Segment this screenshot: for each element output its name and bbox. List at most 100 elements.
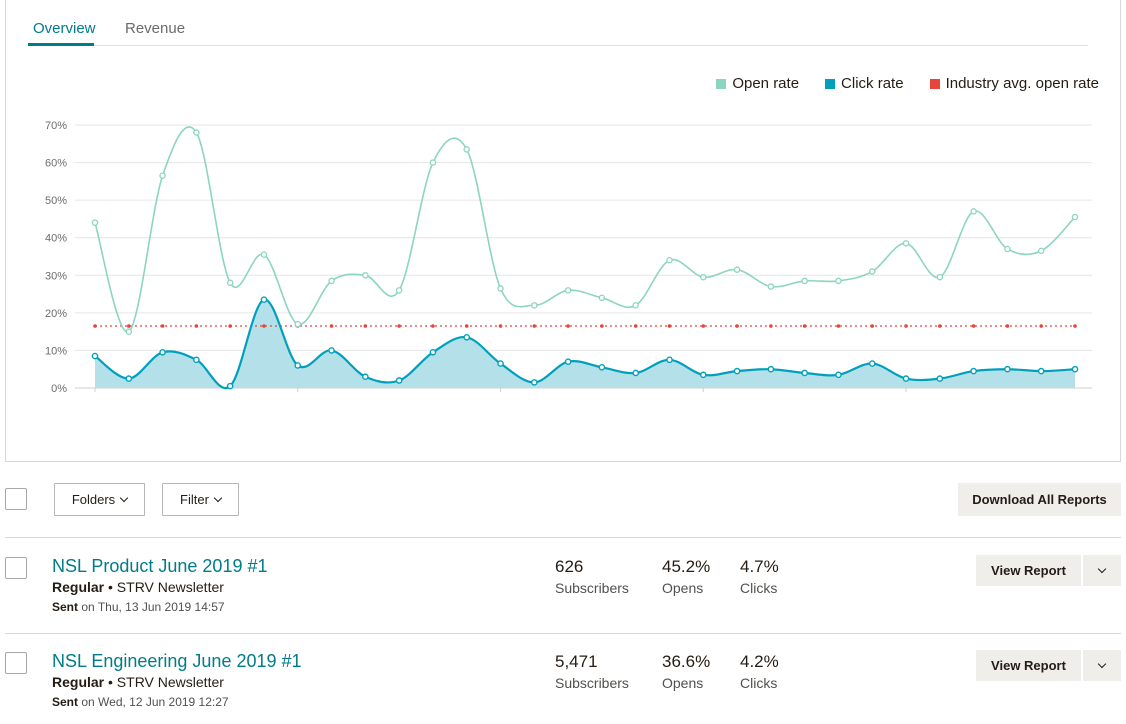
click-rate-point	[936, 375, 944, 382]
opens-label: Opens	[662, 675, 704, 691]
campaign-list: • STRV Newsletter	[104, 674, 224, 690]
campaign-sent-info: Sent on Wed, 12 Jun 2019 12:27	[52, 695, 229, 709]
legend-click-rate[interactable]: Click rate	[825, 75, 904, 92]
sent-label: Sent	[52, 695, 79, 709]
open-rate-point	[463, 146, 470, 153]
industry-avg-point	[1039, 324, 1044, 328]
campaign-title-link[interactable]: NSL Product June 2019 #1	[52, 556, 268, 576]
open-rate-point	[531, 302, 538, 309]
open-rate-point	[260, 251, 268, 258]
click-rate-point	[159, 349, 166, 356]
clicks-label: Clicks	[740, 675, 778, 691]
click-rate-point	[733, 367, 741, 375]
opens-value: 45.2%	[662, 557, 711, 576]
industry-avg-point	[802, 324, 807, 328]
open-rate-point	[632, 302, 639, 309]
row-divider	[5, 537, 1121, 538]
subscribers-stat: 5,471 Subscribers	[555, 652, 629, 691]
open-rate-point	[902, 240, 910, 247]
sent-label: Sent	[52, 600, 79, 614]
industry-avg-point	[1073, 324, 1077, 328]
campaign-type-label: Regular	[52, 579, 105, 595]
opens-stat: 36.6% Opens	[662, 652, 710, 691]
open-rate-point	[125, 328, 133, 335]
open-rate-point	[159, 172, 166, 179]
industry-avg-point	[769, 324, 773, 328]
industry-avg-point	[971, 324, 976, 328]
view-report-button[interactable]: View Report	[976, 555, 1081, 586]
open-rate-point	[328, 277, 335, 285]
industry-avg-point	[904, 324, 908, 328]
industry-avg-point	[464, 324, 469, 328]
campaign-sent-info: Sent on Thu, 13 Jun 2019 14:57	[52, 600, 225, 614]
folders-dropdown[interactable]: Folders	[54, 483, 145, 516]
industry-avg-point	[600, 324, 604, 328]
select-all-checkbox[interactable]	[5, 488, 27, 510]
industry-avg-point	[566, 324, 570, 328]
filter-label: Filter	[180, 492, 209, 507]
click-rate-point	[666, 356, 673, 364]
click-rate-point	[835, 371, 842, 379]
click-rate-point	[91, 352, 99, 360]
legend-open-rate[interactable]: Open rate	[716, 75, 799, 92]
industry-avg-point	[329, 324, 334, 328]
tab-overview[interactable]: Overview	[33, 20, 96, 37]
report-actions-dropdown[interactable]	[1083, 650, 1121, 681]
view-report-button[interactable]: View Report	[976, 650, 1081, 681]
campaign-title-link[interactable]: NSL Engineering June 2019 #1	[52, 651, 302, 671]
open-rate-point	[193, 129, 200, 136]
tab-revenue[interactable]: Revenue	[125, 20, 186, 37]
y-tick-label: 60%	[45, 158, 67, 170]
industry-avg-point	[633, 324, 638, 328]
click-rate-point	[260, 296, 268, 304]
y-tick-label: 20%	[45, 308, 67, 320]
subscribers-label: Subscribers	[555, 675, 629, 691]
click-rate-point	[531, 379, 538, 386]
clicks-value: 4.7%	[740, 557, 779, 576]
report-actions-dropdown[interactable]	[1083, 555, 1121, 586]
industry-avg-point	[667, 324, 672, 328]
campaign-checkbox[interactable]	[5, 652, 27, 674]
industry-avg-point	[938, 324, 942, 328]
open-rate-point	[1004, 245, 1011, 253]
industry-avg-point	[532, 324, 537, 328]
open-rate-point	[226, 279, 234, 287]
legend-label: Industry avg. open rate	[945, 75, 1099, 92]
open-rate-point	[868, 268, 876, 275]
y-tick-label: 50%	[45, 195, 67, 207]
click-rate-point	[902, 375, 910, 382]
legend-industry-avg[interactable]: Industry avg. open rate	[929, 75, 1099, 92]
industry-avg-point	[431, 324, 435, 328]
chevron-down-icon	[1097, 564, 1107, 574]
industry-avg-point	[262, 324, 266, 328]
y-tick-label: 0%	[51, 383, 67, 395]
download-all-reports-button[interactable]: Download All Reports	[958, 483, 1121, 516]
opens-stat: 45.2% Opens	[662, 557, 710, 596]
legend-label: Open rate	[732, 75, 800, 92]
open-rate-point	[970, 208, 977, 215]
open-rate-point	[666, 257, 673, 264]
open-rate-point	[1037, 247, 1045, 255]
industry-avg-point	[363, 324, 368, 328]
chevron-down-icon	[119, 493, 129, 503]
filter-dropdown[interactable]: Filter	[162, 483, 239, 516]
industry-avg-point	[126, 324, 131, 328]
campaign-checkbox[interactable]	[5, 557, 27, 579]
opens-value: 36.6%	[662, 652, 711, 671]
open-rate-point	[835, 277, 842, 285]
click-rate-point	[226, 382, 234, 390]
campaign-type: Regular • STRV Newsletter	[52, 579, 224, 595]
industry-avg-point	[228, 324, 232, 328]
click-rate-point	[294, 362, 302, 369]
campaign-list: • STRV Newsletter	[104, 579, 224, 595]
click-rate-point	[598, 364, 606, 371]
active-tab-indicator	[28, 43, 94, 46]
industry-avg-point	[93, 324, 97, 328]
industry-avg-point	[1005, 324, 1010, 328]
industry-avg-point	[194, 324, 199, 328]
legend-label: Click rate	[841, 75, 904, 92]
click-rate-point	[767, 365, 775, 373]
y-tick-label: 40%	[45, 233, 67, 245]
click-rate-point	[193, 356, 200, 364]
sent-date: on Wed, 12 Jun 2019 12:27	[78, 695, 229, 709]
